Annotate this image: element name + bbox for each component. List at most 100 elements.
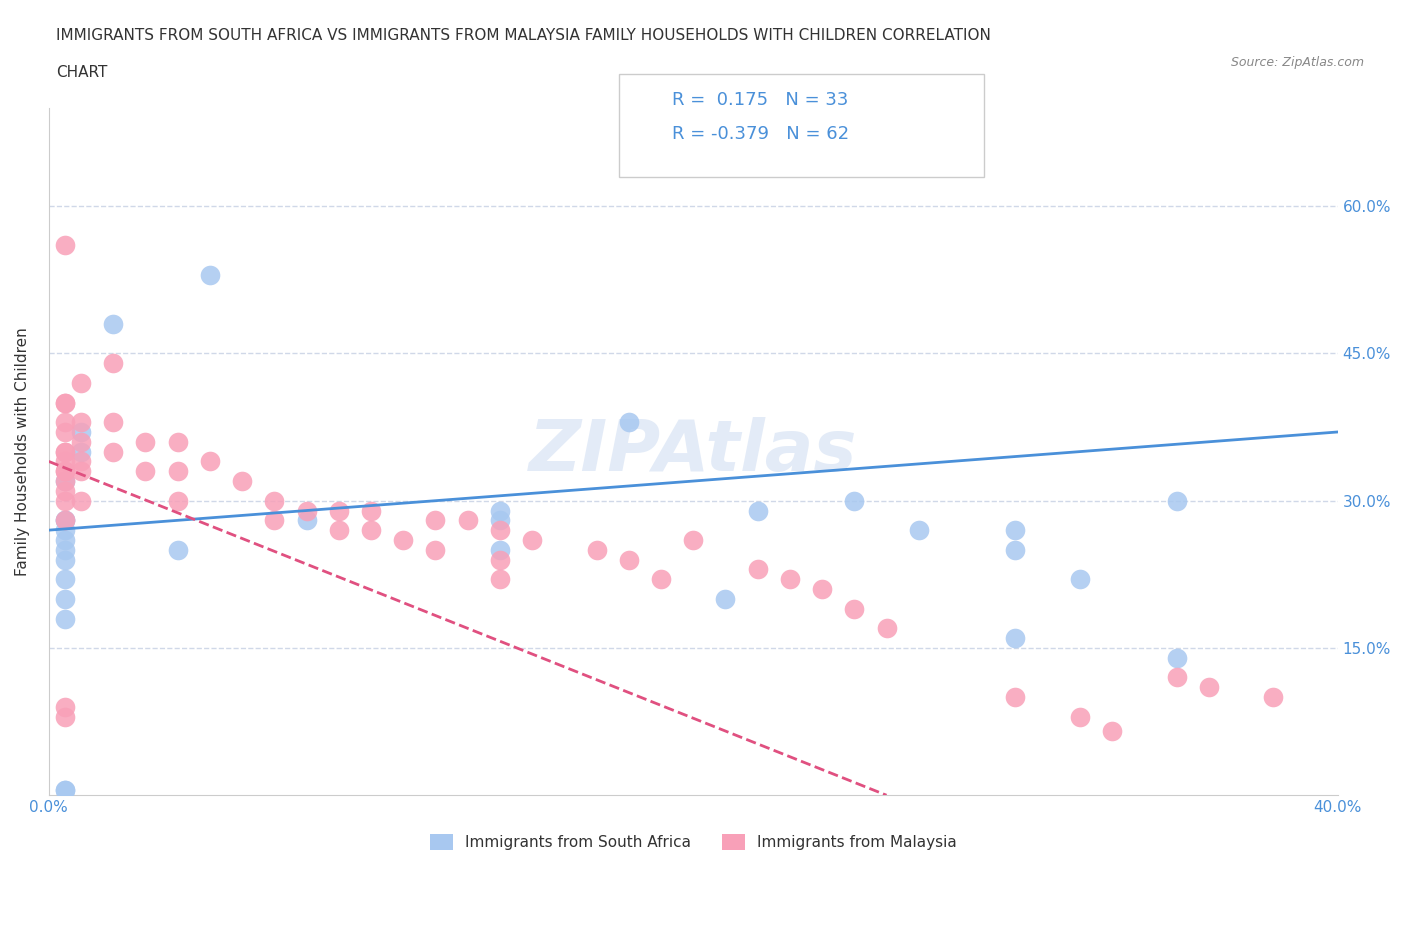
Point [392,533,415,548]
Point [747,562,769,577]
Legend: Immigrants from South Africa, Immigrants from Malaysia: Immigrants from South Africa, Immigrants… [423,828,963,857]
Point [844,602,866,617]
Point [53,783,76,798]
Point [682,533,704,548]
Point [166,542,188,557]
Point [53,395,76,410]
Point [166,434,188,449]
Point [53,513,76,528]
Point [134,464,156,479]
Point [876,621,898,636]
Point [328,503,350,518]
Point [295,503,318,518]
Point [1166,670,1188,684]
Point [650,572,672,587]
Point [489,523,512,538]
Point [53,473,76,488]
Point [489,552,512,567]
Point [53,238,76,253]
Text: Source: ZipAtlas.com: Source: ZipAtlas.com [1230,56,1364,69]
Point [134,434,156,449]
Point [714,591,737,606]
Point [53,464,76,479]
Point [53,523,76,538]
Point [103,445,125,459]
Point [53,464,76,479]
Point [1263,690,1285,705]
Point [489,503,512,518]
Point [166,493,188,508]
Point [53,699,76,714]
Point [231,473,253,488]
Point [103,415,125,430]
Point [103,356,125,371]
Point [617,552,640,567]
Point [53,473,76,488]
Point [53,484,76,498]
Point [53,591,76,606]
Text: CHART: CHART [56,65,108,80]
Point [1004,631,1026,645]
Point [53,454,76,469]
Point [70,464,93,479]
Point [166,464,188,479]
Point [53,611,76,626]
Point [360,523,382,538]
Point [53,572,76,587]
Point [844,493,866,508]
Point [103,316,125,331]
Point [198,268,221,283]
Point [1101,724,1123,738]
Point [53,533,76,548]
Point [53,710,76,724]
Point [263,513,285,528]
Point [53,542,76,557]
Point [779,572,801,587]
Point [53,445,76,459]
Point [747,503,769,518]
Point [907,523,929,538]
Point [295,513,318,528]
Point [425,542,447,557]
Point [1004,523,1026,538]
Point [617,415,640,430]
Text: R = -0.379   N = 62: R = -0.379 N = 62 [672,125,849,142]
Point [53,395,76,410]
Point [1198,680,1220,695]
Point [70,454,93,469]
Point [263,493,285,508]
Point [811,581,834,596]
Point [585,542,607,557]
Point [53,513,76,528]
Point [425,513,447,528]
Point [70,424,93,439]
Point [1069,710,1091,724]
Point [70,376,93,391]
Point [489,542,512,557]
Text: R =  0.175   N = 33: R = 0.175 N = 33 [672,91,848,109]
Point [53,424,76,439]
Point [70,445,93,459]
Point [198,454,221,469]
Point [53,445,76,459]
Point [1004,690,1026,705]
Point [489,572,512,587]
Point [457,513,479,528]
Point [1069,572,1091,587]
Point [520,533,543,548]
Point [53,513,76,528]
Point [1166,650,1188,665]
Point [1166,493,1188,508]
Point [70,415,93,430]
Point [70,493,93,508]
Point [70,434,93,449]
Point [328,523,350,538]
Text: IMMIGRANTS FROM SOUTH AFRICA VS IMMIGRANTS FROM MALAYSIA FAMILY HOUSEHOLDS WITH : IMMIGRANTS FROM SOUTH AFRICA VS IMMIGRAN… [56,28,991,43]
Y-axis label: Family Households with Children: Family Households with Children [15,327,30,576]
Point [53,415,76,430]
Point [53,493,76,508]
Point [489,513,512,528]
Point [360,503,382,518]
Point [53,552,76,567]
Text: ZIPAtlas: ZIPAtlas [529,418,858,486]
